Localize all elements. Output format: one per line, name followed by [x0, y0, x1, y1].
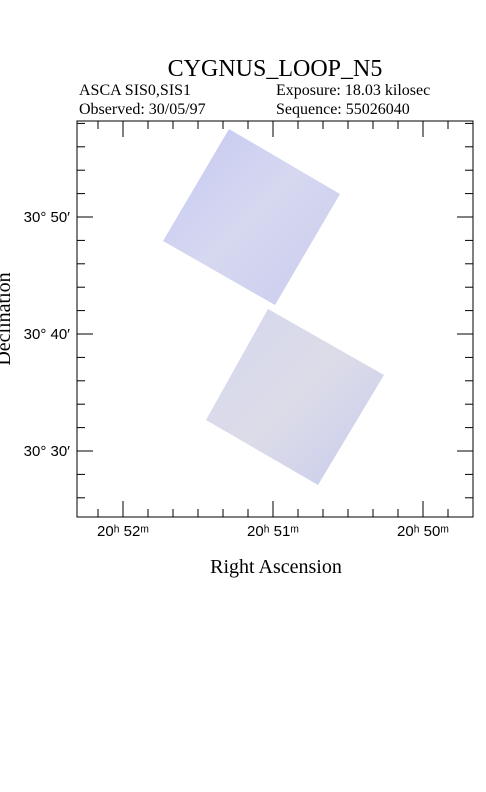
- y-tick-label: 30° 50′: [24, 209, 71, 226]
- y-tick-label: 30° 30′: [24, 443, 71, 460]
- x-tick-label: 20ʰ 52ᵐ: [97, 523, 149, 540]
- image-tile: [206, 309, 384, 485]
- ticks: [77, 121, 474, 517]
- exposure: Exposure: 18.03 kilosec: [276, 82, 430, 99]
- sequence: Sequence: 55026040: [276, 101, 410, 118]
- x-tick-label: 20ʰ 51ᵐ: [247, 523, 299, 540]
- title: CYGNUS_LOOP_N5: [168, 56, 383, 82]
- plot-frame: [76, 120, 474, 518]
- x-tick-label: 20ʰ 50ᵐ: [397, 523, 449, 540]
- image-tile: [163, 129, 340, 305]
- instrument: ASCA SIS0,SIS1: [79, 82, 191, 99]
- y-axis-label: Declination: [0, 272, 15, 365]
- x-axis-label: Right Ascension: [210, 556, 342, 578]
- observed: Observed: 30/05/97: [79, 101, 206, 118]
- y-tick-label: 30° 40′: [24, 326, 71, 343]
